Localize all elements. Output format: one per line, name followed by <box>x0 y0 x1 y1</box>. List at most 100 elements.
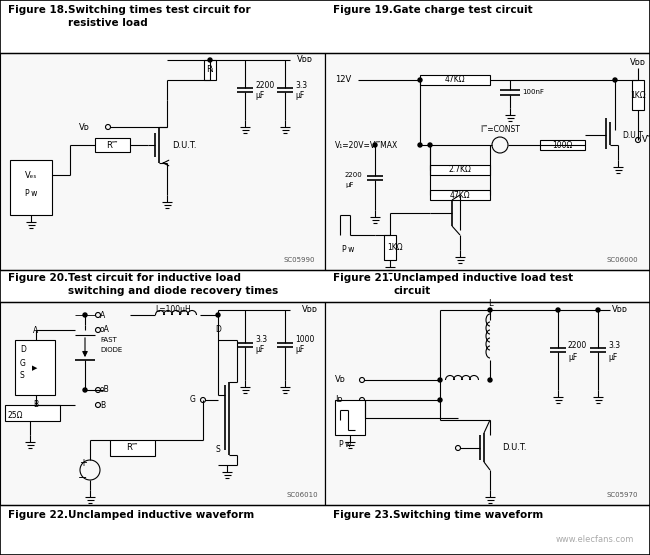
Text: SC05970: SC05970 <box>606 492 638 498</box>
Circle shape <box>418 143 422 147</box>
Circle shape <box>438 378 442 382</box>
Text: μF: μF <box>345 182 354 188</box>
Text: 3.3: 3.3 <box>295 80 307 89</box>
Text: D.U.T.: D.U.T. <box>172 140 196 149</box>
Text: Figure 20.: Figure 20. <box>8 273 68 283</box>
Text: Iᴅ: Iᴅ <box>335 396 343 405</box>
Text: μF: μF <box>608 352 617 361</box>
Text: 2.7KΩ: 2.7KΩ <box>448 165 471 174</box>
Bar <box>325 302 650 505</box>
Bar <box>204 60 216 80</box>
Text: Vᴅᴅ: Vᴅᴅ <box>612 305 628 315</box>
Text: switching and diode recovery times: switching and diode recovery times <box>68 286 278 296</box>
Text: 2200: 2200 <box>255 80 274 89</box>
Text: A: A <box>100 310 105 320</box>
Text: Unclamped inductive waveform: Unclamped inductive waveform <box>68 510 254 520</box>
Text: Gate charge test circuit: Gate charge test circuit <box>393 5 532 15</box>
Circle shape <box>438 398 442 402</box>
Text: Vᴅᴅ: Vᴅᴅ <box>302 305 318 315</box>
Text: SC05990: SC05990 <box>283 257 315 263</box>
Text: D: D <box>20 346 26 355</box>
Text: 3.3: 3.3 <box>255 336 267 345</box>
Circle shape <box>556 308 560 312</box>
Text: Figure 22.: Figure 22. <box>8 510 68 520</box>
Text: Vᴅ: Vᴅ <box>79 123 90 132</box>
Bar <box>430 165 490 175</box>
Text: P w: P w <box>342 245 354 254</box>
Circle shape <box>488 308 492 312</box>
Text: 1KΩ: 1KΩ <box>630 90 646 99</box>
Bar <box>430 190 490 200</box>
Text: circuit: circuit <box>393 286 430 296</box>
Bar <box>384 235 396 260</box>
Text: D.U.T.: D.U.T. <box>622 130 644 139</box>
Bar <box>632 80 644 110</box>
Text: Switching times test circuit for: Switching times test circuit for <box>68 5 251 15</box>
Text: μF: μF <box>295 346 304 355</box>
Text: R⁗: R⁗ <box>126 443 138 452</box>
Text: +: + <box>79 458 87 468</box>
Bar <box>335 400 365 435</box>
Text: resistive load: resistive load <box>68 18 148 28</box>
Circle shape <box>208 58 212 62</box>
Text: DIODE: DIODE <box>100 347 122 353</box>
Text: B: B <box>100 401 105 410</box>
Circle shape <box>216 313 220 317</box>
Text: P w: P w <box>25 189 37 198</box>
Text: 25Ω: 25Ω <box>8 411 23 420</box>
Text: V₁=20V=V⁗MAX: V₁=20V=V⁗MAX <box>335 140 398 149</box>
Text: 12V: 12V <box>335 75 351 84</box>
Text: SC06010: SC06010 <box>287 492 318 498</box>
Text: Vᴅᴅ: Vᴅᴅ <box>297 56 313 64</box>
Text: G: G <box>189 396 195 405</box>
Text: ▶: ▶ <box>32 365 38 371</box>
Text: FAST: FAST <box>100 337 117 343</box>
Text: Figure 18.: Figure 18. <box>8 5 68 15</box>
Text: L: L <box>488 299 492 308</box>
Text: L=100μH: L=100μH <box>155 305 190 315</box>
Text: S: S <box>216 445 220 454</box>
Bar <box>95 138 130 152</box>
Text: Vᴅ: Vᴅ <box>335 376 346 385</box>
Text: D: D <box>215 325 221 334</box>
Text: D.U.T.: D.U.T. <box>502 443 526 452</box>
Text: B: B <box>33 400 38 409</box>
Text: 47KΩ: 47KΩ <box>445 75 465 84</box>
Circle shape <box>613 78 617 82</box>
Text: 1000: 1000 <box>295 336 315 345</box>
Text: www.elecfans.com: www.elecfans.com <box>556 536 634 544</box>
Bar <box>325 53 650 270</box>
Text: SC06000: SC06000 <box>606 257 638 263</box>
Text: μF: μF <box>255 90 265 99</box>
Text: S: S <box>20 371 25 381</box>
Text: Switching time waveform: Switching time waveform <box>393 510 543 520</box>
Text: R⁗: R⁗ <box>107 140 118 149</box>
Text: μF: μF <box>568 352 577 361</box>
Bar <box>420 75 490 85</box>
Text: 100Ω: 100Ω <box>552 140 573 149</box>
Text: μF: μF <box>255 346 265 355</box>
Circle shape <box>596 308 600 312</box>
Text: A: A <box>33 326 38 335</box>
Text: oB: oB <box>100 386 110 395</box>
Text: P w: P w <box>339 440 351 449</box>
Circle shape <box>488 378 492 382</box>
Text: V⁗: V⁗ <box>642 135 650 144</box>
Text: Figure 23.: Figure 23. <box>333 510 393 520</box>
Circle shape <box>428 143 432 147</box>
Text: 47KΩ: 47KΩ <box>450 190 471 199</box>
Circle shape <box>373 143 377 147</box>
Text: 3.3: 3.3 <box>608 341 620 350</box>
Text: oA: oA <box>100 325 110 335</box>
Bar <box>0 53 325 270</box>
Text: 100nF: 100nF <box>522 89 544 95</box>
Circle shape <box>418 78 422 82</box>
Text: 2200: 2200 <box>568 341 587 350</box>
Text: 1KΩ: 1KΩ <box>387 244 403 253</box>
Text: G: G <box>20 359 26 367</box>
Bar <box>0 302 325 505</box>
Text: Figure 21.: Figure 21. <box>333 273 393 283</box>
Bar <box>540 140 585 150</box>
Text: 2200: 2200 <box>345 172 363 178</box>
Circle shape <box>83 313 87 317</box>
